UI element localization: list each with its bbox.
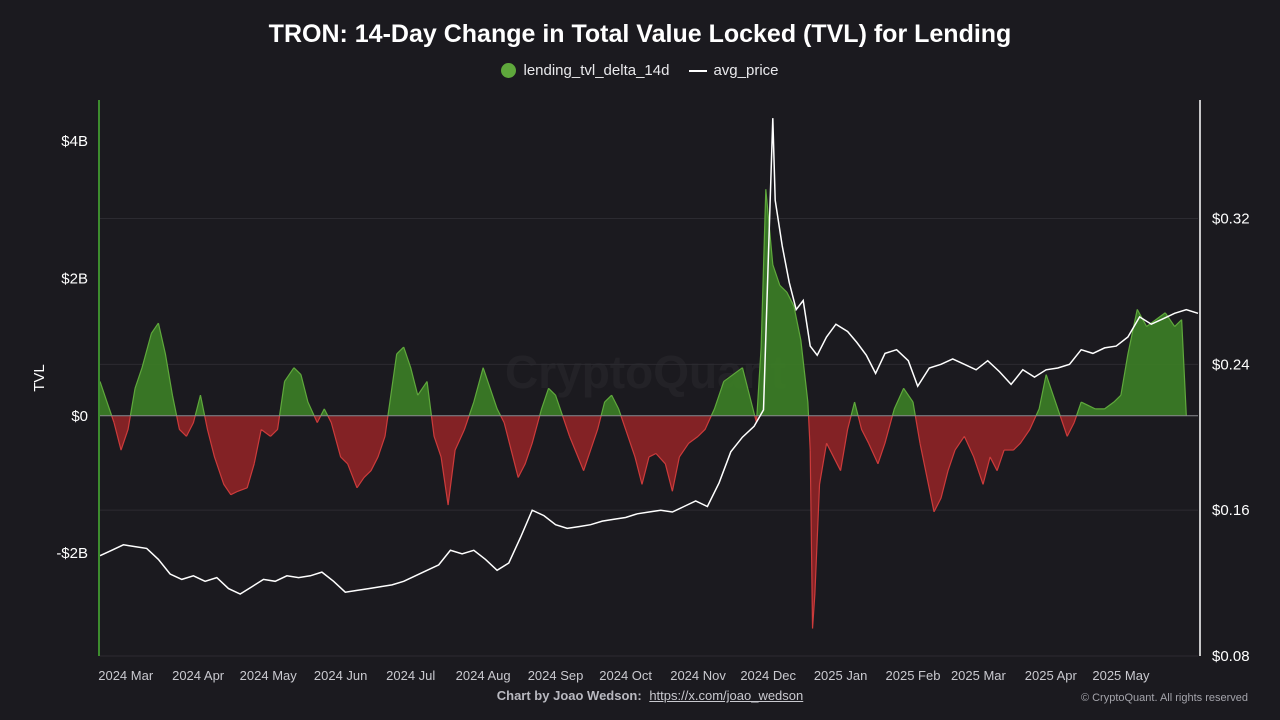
chart-legend: lending_tvl_delta_14d avg_price	[0, 62, 1280, 79]
x-tick-label: 2024 Mar	[98, 668, 154, 683]
chart-footer: Chart by Joao Wedson: https://x.com/joao…	[0, 688, 1280, 703]
x-tick-label: 2025 Apr	[1025, 668, 1078, 683]
copyright-notice: © CryptoQuant. All rights reserved	[1080, 692, 1248, 704]
x-tick-label: 2025 Mar	[951, 668, 1007, 683]
x-tick-label: 2024 Jul	[386, 668, 435, 683]
legend-label-avg-price: avg_price	[713, 62, 779, 79]
avg-price-line	[99, 118, 1199, 595]
left-tick-label: $0	[71, 408, 88, 425]
tvl-delta-positive-area	[100, 189, 1187, 416]
footer-author-link[interactable]: https://x.com/joao_wedson	[649, 688, 804, 703]
x-tick-label: 2024 Oct	[599, 668, 652, 683]
x-tick-label: 2025 Feb	[886, 668, 941, 683]
legend-label-tvl-delta: lending_tvl_delta_14d	[523, 62, 670, 79]
legend-swatch-tvl-delta	[501, 63, 517, 78]
left-axis-title: TVL	[31, 364, 48, 392]
x-tick-label: 2025 Jan	[814, 668, 868, 683]
chart-title: TRON: 14-Day Change in Total Value Locke…	[268, 20, 1012, 48]
right-tick-label: $0.24	[1212, 356, 1250, 373]
x-tick-label: 2024 May	[240, 668, 298, 683]
legend-item-avg-price[interactable]: avg_price	[689, 62, 779, 79]
right-tick-label: $0.32	[1212, 210, 1250, 227]
legend-swatch-avg-price	[689, 69, 708, 72]
right-tick-label: $0.08	[1212, 648, 1250, 665]
left-tick-label: $2B	[61, 270, 88, 287]
x-tick-label: 2024 Sep	[528, 668, 584, 683]
x-tick-label: 2024 Dec	[740, 668, 796, 683]
tvl-delta-positive-outline	[99, 189, 1187, 417]
tvl-delta-negative-outline	[111, 415, 1078, 629]
x-tick-label: 2025 May	[1092, 668, 1150, 683]
x-tick-label: 2024 Aug	[456, 668, 511, 683]
x-tick-label: 2024 Nov	[670, 668, 726, 683]
footer-byline: Chart by Joao Wedson:	[496, 688, 642, 703]
legend-item-tvl-delta[interactable]: lending_tvl_delta_14d	[501, 62, 669, 79]
x-tick-label: 2024 Jun	[314, 668, 368, 683]
tvl-delta-negative-area	[111, 415, 1077, 629]
left-tick-label: $4B	[61, 133, 88, 150]
left-tick-label: -$2B	[56, 545, 88, 562]
x-tick-label: 2024 Apr	[172, 668, 225, 683]
right-tick-label: $0.16	[1212, 502, 1250, 519]
